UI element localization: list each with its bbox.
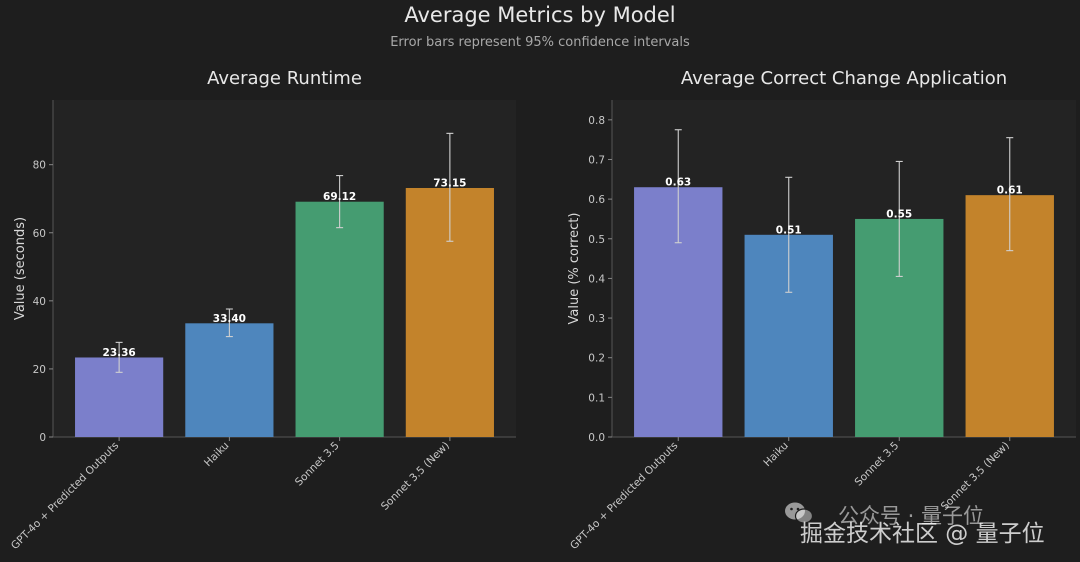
chart2-y-tick-label: 0.7: [588, 154, 605, 166]
chart2-y-tick-label: 0.6: [588, 194, 605, 206]
chart2-value-label: 0.55: [886, 208, 912, 220]
chart1-value-label: 33.40: [213, 313, 246, 325]
chart1-x-tick-label: GPT-4o + Predicted Outputs: [9, 440, 121, 552]
chart1-y-tick-label: 60: [33, 228, 46, 240]
chart2-y-tick-label: 0.5: [588, 234, 605, 246]
watermark-line-2: 掘金技术社区 @ 量子位: [800, 521, 1045, 547]
chart2-y-tick-label: 0.4: [588, 273, 605, 285]
chart1-x-tick-label: Sonnet 3.5 (New): [379, 440, 452, 513]
chart1-value-label: 69.12: [323, 191, 356, 203]
chart2-y-tick-label: 0.0: [588, 432, 605, 444]
chart1-y-tick-label: 20: [33, 364, 46, 376]
chart1-x-tick-label: Haiku: [202, 440, 231, 469]
wechat-logo-icon: [785, 502, 814, 524]
chart1-y-tick-label: 0: [39, 432, 46, 444]
chart2-y-axis-label: Value (% correct): [567, 213, 582, 325]
chart2-y-tick-label: 0.3: [588, 313, 605, 325]
chart1-bar: [185, 323, 274, 437]
chart2-value-label: 0.51: [776, 224, 802, 236]
chart2-y-tick-label: 0.1: [588, 392, 605, 404]
figure-subtitle: Error bars represent 95% confidence inte…: [390, 35, 690, 50]
chart1-value-label: 73.15: [433, 177, 466, 189]
chart2-title: Average Correct Change Application: [681, 68, 1007, 89]
figure-title: Average Metrics by Model: [404, 3, 676, 27]
chart1-bar: [295, 201, 384, 437]
chart1-title: Average Runtime: [207, 68, 362, 89]
chart1-value-label: 23.36: [103, 347, 136, 359]
chart1-y-tick-label: 40: [33, 296, 46, 308]
chart1-y-axis-label: Value (seconds): [13, 217, 28, 320]
watermark-line-1: 公众号 · 量子位: [838, 504, 985, 528]
chart2-value-label: 0.63: [665, 177, 691, 189]
chart1-y-tick-label: 80: [33, 160, 46, 172]
chart2-y-tick-label: 0.8: [588, 115, 605, 127]
chart2-x-tick-label: Haiku: [761, 440, 790, 469]
chart2-value-label: 0.61: [997, 185, 1023, 197]
chart1-x-tick-label: Sonnet 3.5: [293, 440, 342, 489]
chart2-x-tick-label: Sonnet 3.5: [853, 440, 902, 489]
chart2-x-tick-label: GPT-4o + Predicted Outputs: [568, 440, 680, 552]
chart2-y-tick-label: 0.2: [588, 353, 605, 365]
